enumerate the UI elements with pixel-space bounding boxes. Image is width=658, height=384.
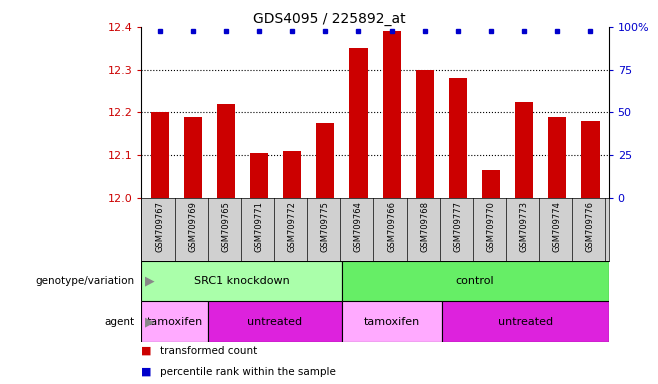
Text: untreated: untreated: [247, 316, 303, 327]
Bar: [151, 113, 169, 198]
Bar: [141, 261, 342, 301]
Text: SRC1 knockdown: SRC1 knockdown: [193, 276, 290, 286]
Bar: [548, 117, 567, 198]
Text: untreated: untreated: [497, 316, 553, 327]
Text: GSM709768: GSM709768: [420, 201, 429, 252]
Bar: [581, 121, 599, 198]
Text: transformed count: transformed count: [160, 346, 257, 356]
Text: ▶: ▶: [145, 275, 155, 288]
Text: GSM709764: GSM709764: [354, 201, 363, 252]
Bar: [449, 78, 467, 198]
Text: ■: ■: [141, 346, 152, 356]
Bar: [283, 151, 301, 198]
Text: GSM709774: GSM709774: [553, 201, 562, 252]
Text: GDS4095 / 225892_at: GDS4095 / 225892_at: [253, 12, 405, 25]
Bar: [515, 102, 533, 198]
Bar: [416, 70, 434, 198]
Bar: [316, 123, 334, 198]
Bar: [141, 301, 208, 342]
Bar: [342, 301, 442, 342]
Bar: [442, 301, 609, 342]
Text: GSM709776: GSM709776: [586, 201, 595, 252]
Text: agent: agent: [105, 316, 135, 327]
Text: ▶: ▶: [145, 315, 155, 328]
Bar: [184, 117, 202, 198]
Text: GSM709775: GSM709775: [321, 201, 330, 252]
Bar: [382, 31, 401, 198]
Bar: [217, 104, 235, 198]
Text: GSM709777: GSM709777: [453, 201, 463, 252]
Bar: [208, 301, 342, 342]
Text: GSM709769: GSM709769: [188, 201, 197, 252]
Text: GSM709766: GSM709766: [387, 201, 396, 252]
Text: GSM709773: GSM709773: [520, 201, 528, 252]
Text: percentile rank within the sample: percentile rank within the sample: [160, 367, 336, 377]
Text: GSM709772: GSM709772: [288, 201, 297, 252]
Bar: [349, 48, 368, 198]
Text: genotype/variation: genotype/variation: [36, 276, 135, 286]
Bar: [482, 170, 500, 198]
Bar: [342, 261, 609, 301]
Text: tamoxifen: tamoxifen: [147, 316, 203, 327]
Text: GSM709767: GSM709767: [155, 201, 164, 252]
Text: GSM709771: GSM709771: [255, 201, 264, 252]
Text: GSM709765: GSM709765: [222, 201, 230, 252]
Text: GSM709770: GSM709770: [486, 201, 495, 252]
Text: ■: ■: [141, 367, 152, 377]
Text: control: control: [456, 276, 494, 286]
Bar: [250, 153, 268, 198]
Text: tamoxifen: tamoxifen: [364, 316, 420, 327]
